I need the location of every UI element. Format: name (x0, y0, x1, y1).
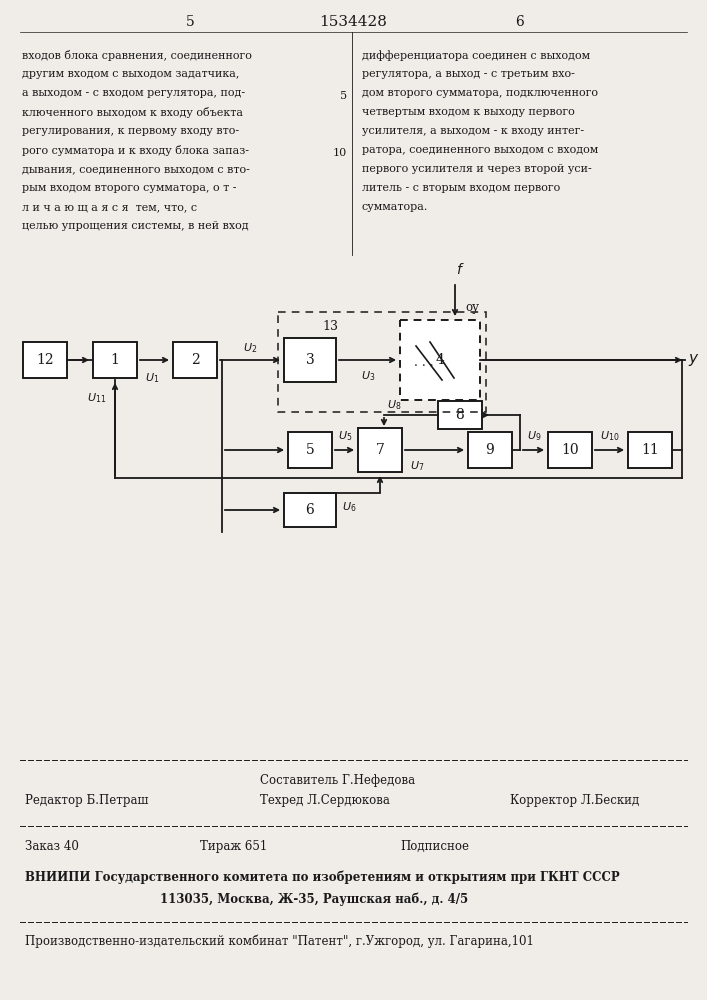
Text: Подписное: Подписное (400, 840, 469, 853)
Text: первого усилителя и через второй уси-: первого усилителя и через второй уси- (362, 164, 592, 174)
Text: $U_6$: $U_6$ (342, 500, 356, 514)
Text: усилителя, а выходом - к входу интег-: усилителя, а выходом - к входу интег- (362, 126, 584, 136)
Bar (548, 432, 592, 468)
Text: 6: 6 (305, 503, 315, 517)
Text: 5: 5 (305, 443, 315, 457)
Text: 113035, Москва, Ж-35, Раушская наб., д. 4/5: 113035, Москва, Ж-35, Раушская наб., д. … (160, 892, 468, 906)
Text: Производственно-издательский комбинат "Патент", г.Ужгород, ул. Гагарина,101: Производственно-издательский комбинат "П… (25, 934, 534, 948)
Text: 9: 9 (486, 443, 494, 457)
Text: $U_9$: $U_9$ (527, 429, 542, 443)
Text: дывания, соединенного выходом с вто-: дывания, соединенного выходом с вто- (22, 164, 250, 174)
Text: $U_{10}$: $U_{10}$ (600, 429, 620, 443)
Text: $f$: $f$ (456, 262, 464, 277)
Text: оу: оу (465, 302, 479, 314)
Text: рого сумматора и к входу блока запаз-: рого сумматора и к входу блока запаз- (22, 145, 249, 156)
Text: 5: 5 (186, 15, 194, 29)
Text: $U_2$: $U_2$ (243, 341, 257, 355)
Text: Тираж 651: Тираж 651 (200, 840, 267, 853)
Text: Составитель Г.Нефедова: Составитель Г.Нефедова (260, 774, 415, 787)
Text: ключенного выходом к входу объекта: ключенного выходом к входу объекта (22, 107, 243, 118)
Text: 10: 10 (333, 148, 347, 158)
Bar (173, 342, 217, 378)
Text: регулятора, а выход - с третьим вхо-: регулятора, а выход - с третьим вхо- (362, 69, 575, 79)
Text: рым входом второго сумматора, о т -: рым входом второго сумматора, о т - (22, 183, 237, 193)
Text: четвертым входом к выходу первого: четвертым входом к выходу первого (362, 107, 575, 117)
Text: $U_5$: $U_5$ (338, 429, 352, 443)
Text: 4: 4 (436, 353, 445, 367)
Text: л и ч а ю щ а я с я  тем, что, с: л и ч а ю щ а я с я тем, что, с (22, 202, 197, 212)
Bar (468, 432, 512, 468)
Text: сумматора.: сумматора. (362, 202, 428, 212)
Text: Редактор Б.Петраш: Редактор Б.Петраш (25, 794, 148, 807)
Text: другим входом с выходом задатчика,: другим входом с выходом задатчика, (22, 69, 240, 79)
Text: 8: 8 (455, 408, 464, 422)
Text: Заказ 40: Заказ 40 (25, 840, 79, 853)
Text: а выходом - с входом регулятора, под-: а выходом - с входом регулятора, под- (22, 88, 245, 98)
Text: 13: 13 (322, 320, 338, 332)
Text: $y$: $y$ (688, 352, 700, 368)
Bar (284, 338, 336, 382)
Text: дифференциатора соединен с выходом: дифференциатора соединен с выходом (362, 50, 590, 61)
Bar (284, 493, 336, 527)
Bar (628, 432, 672, 468)
Text: 11: 11 (641, 443, 659, 457)
Text: ВНИИПИ Государственного комитета по изобретениям и открытиям при ГКНТ СССР: ВНИИПИ Государственного комитета по изоб… (25, 870, 619, 884)
Text: $U_8$: $U_8$ (387, 398, 402, 412)
Text: $U_7$: $U_7$ (410, 459, 424, 473)
Text: 2: 2 (191, 353, 199, 367)
Bar (288, 432, 332, 468)
Text: $U_{11}$: $U_{11}$ (88, 391, 107, 405)
Text: 3: 3 (305, 353, 315, 367)
Text: 1534428: 1534428 (319, 15, 387, 29)
Text: ратора, соединенного выходом с входом: ратора, соединенного выходом с входом (362, 145, 598, 155)
Text: Техред Л.Сердюкова: Техред Л.Сердюкова (260, 794, 390, 807)
Text: Корректор Л.Бескид: Корректор Л.Бескид (510, 794, 639, 807)
Text: целью упрощения системы, в ней вход: целью упрощения системы, в ней вход (22, 221, 249, 231)
Bar (438, 401, 482, 429)
Text: 1: 1 (110, 353, 119, 367)
Bar (278, 312, 486, 412)
Text: 10: 10 (561, 443, 579, 457)
Text: 5: 5 (340, 91, 347, 101)
Bar (23, 342, 67, 378)
Text: $U_1$: $U_1$ (145, 371, 159, 385)
Text: 12: 12 (36, 353, 54, 367)
Text: 6: 6 (515, 15, 525, 29)
Bar (400, 320, 480, 400)
Text: входов блока сравнения, соединенного: входов блока сравнения, соединенного (22, 50, 252, 61)
Text: $U_3$: $U_3$ (361, 369, 375, 383)
Bar (93, 342, 137, 378)
Bar (358, 428, 402, 472)
Text: литель - с вторым входом первого: литель - с вторым входом первого (362, 183, 560, 193)
Text: дом второго сумматора, подключенного: дом второго сумматора, подключенного (362, 88, 598, 98)
Text: . . .: . . . (414, 356, 434, 368)
Text: регулирования, к первому входу вто-: регулирования, к первому входу вто- (22, 126, 239, 136)
Text: 7: 7 (375, 443, 385, 457)
